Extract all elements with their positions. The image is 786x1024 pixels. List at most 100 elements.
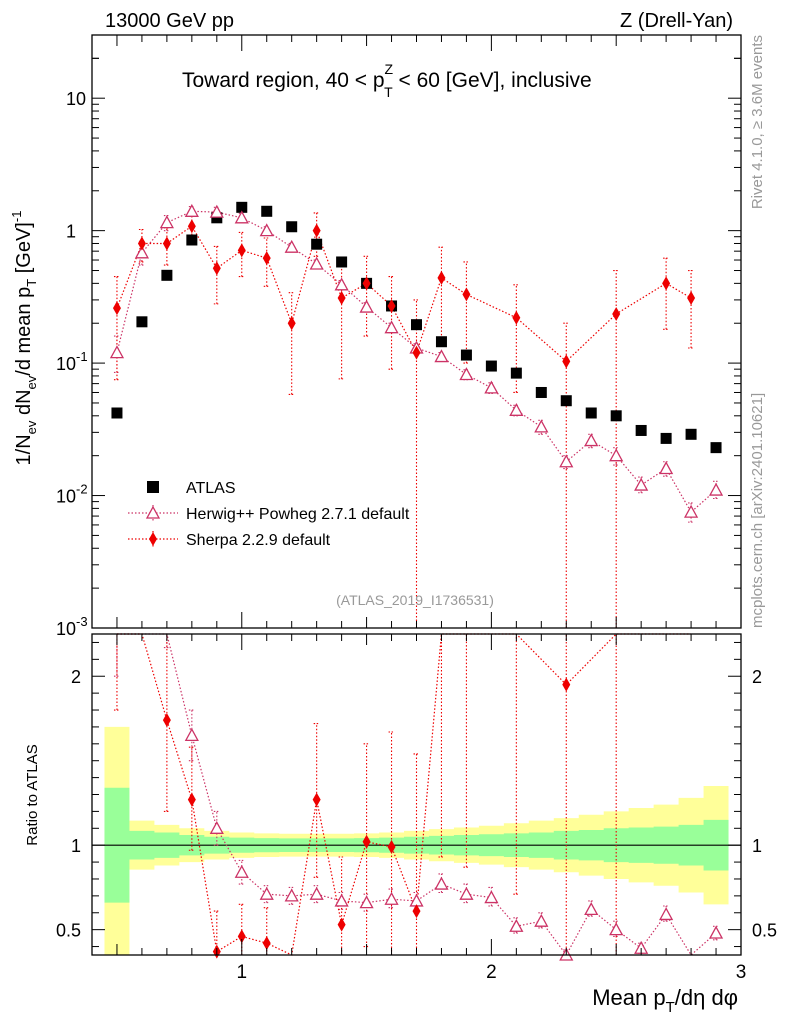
herwig-marker [534,419,549,433]
atlas-marker [336,256,348,268]
sherpa-marker [212,261,221,276]
atlas-marker [161,269,173,281]
title-part-sup: Z [385,61,394,77]
herwig-marker [434,349,449,363]
herwig-marker [559,454,574,468]
mcplots-label: mcplots.cern.ch [arXiv:2401.10621] [749,393,766,628]
atlas-marker [111,407,123,419]
sherpa-ratio-marker [562,677,571,692]
xlabel-part: Mean p [592,985,665,1010]
herwig-marker [584,433,599,447]
ratio-y-tick-label-right: 1 [752,836,762,856]
sherpa-marker [512,310,521,325]
herwig-marker [184,203,199,217]
herwig-marker [509,402,524,416]
x-axis-label: Mean pT/dη dφ [592,985,738,1016]
herwig-marker [259,223,274,237]
ylabel-part: [GeV] [13,222,35,279]
legend-label-herwig: Herwig++ Powheg 2.7.1 default [186,506,410,523]
analysis-id: (ATLAS_2019_I1736531) [336,592,494,608]
herwig-marker [634,477,649,491]
herwig-ratio-marker [584,902,599,916]
ylabel-sup: -1 [9,211,24,223]
herwig-marker [708,482,724,496]
main-y-tick-label: 10-3 [56,614,88,639]
herwig-ratio-marker [284,888,299,902]
herwig-marker [683,504,699,518]
sherpa-marker [687,291,696,306]
atlas-marker [535,386,547,398]
herwig-ratio-marker [209,820,224,834]
herwig-marker [234,210,249,224]
process-label: Z (Drell-Yan) [620,10,733,32]
ratio-y-tick-label-right: 0.5 [752,921,777,941]
tick-exp: -1 [76,349,88,364]
main-y-tick-label: 1 [66,222,76,242]
sherpa-ratio-line [116,633,692,956]
herwig-marker [459,367,474,381]
sherpa-marker [237,243,246,258]
herwig-ratio-marker [509,918,524,932]
atlas-marker [261,205,273,217]
title-part-sub: T [384,84,393,100]
herwig-ratio-marker [659,907,674,921]
sherpa-marker [362,276,371,291]
tick-base: 10 [56,619,76,639]
sherpa-marker [337,291,346,306]
atlas-marker [560,395,572,407]
rivet-label: Rivet 4.1.0, ≥ 3.6M events [749,35,766,209]
tick-exp: -2 [76,482,88,497]
herwig-ratio-marker [609,922,624,936]
main-y-tick-label: 10 [66,89,86,109]
herwig-ratio-marker [359,895,374,909]
sherpa-ratio-marker [312,792,321,807]
sherpa-marker [412,345,421,360]
ratio-y-tick-label: 1 [71,836,81,856]
ratio-y-ticks: 0.5 0.5 1 1 2 2 [56,641,777,948]
sherpa-ratio-marker [387,839,396,854]
tick-base: 10 [56,354,76,374]
herwig-marker [284,239,299,253]
herwig-marker [609,448,624,462]
ratio-x-ticks: 1 2 3 [116,634,746,983]
sherpa-ratio-marker [362,834,371,849]
herwig-marker [359,299,374,313]
herwig-marker [334,277,349,291]
ylabel-sub: ev [24,375,39,389]
herwig-ratio-marker [384,891,399,905]
ylabel-sub: T [24,279,39,287]
ylabel-part: 1/N [13,434,35,465]
sherpa-marker [562,354,571,369]
x-tick-label: 1 [236,962,247,983]
sherpa-ratio-marker [262,936,271,951]
main-y-axis-label: 1/Nev dNev/d mean pT [GeV]-1 [9,211,39,466]
sherpa-marker [262,251,271,266]
title-part-pre: Toward region, 40 < p [182,69,385,92]
sherpa-marker [437,270,446,285]
ratio-plot-content [92,633,741,961]
tick-base: 1 [66,222,76,242]
atlas-marker [136,316,148,328]
sherpa-marker [312,223,321,238]
energy-label: 13000 GeV pp [105,10,234,32]
herwig-marker [109,345,125,359]
atlas-marker [435,336,447,348]
atlas-marker [236,201,248,213]
ratio-y-axis-label: Ratio to ATLAS [24,744,41,845]
xlabel-sub: T [666,999,675,1016]
xlabel-part: /dη dφ [675,985,738,1010]
atlas-marker [211,212,223,224]
main-x-ticks [116,35,742,628]
herwig-ratio-marker [459,886,474,900]
herwig-ratio-marker [184,728,199,742]
chart-title: Toward region, 40 < pZ T < 60 [GeV], incl… [182,61,592,100]
herwig-ratio-marker [234,864,249,878]
sherpa-marker [112,301,121,316]
herwig-ratio-marker [309,886,324,900]
x-tick-label: 2 [486,962,497,983]
atlas-marker [710,442,722,454]
ratio-y-tick-label: 0.5 [56,921,81,941]
ratio-panel: 1 2 3 0.5 0.5 1 1 2 2 [56,633,777,983]
